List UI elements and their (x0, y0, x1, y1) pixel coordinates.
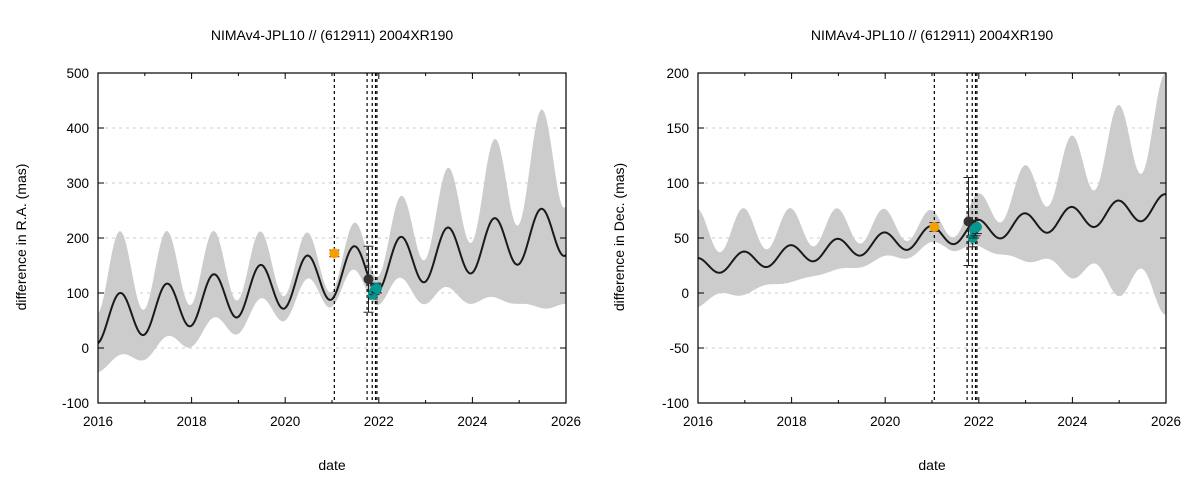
ra-x-axis-label: date (318, 457, 345, 473)
ra-data-point (371, 283, 382, 294)
ra-model-curve (98, 207, 566, 344)
ra-chart: NIMAv4-JPL10 // (612911) 2004XR190 date … (13, 27, 581, 473)
ra-uncertainty-band (98, 109, 566, 373)
ra-y-tick-label: 100 (66, 286, 89, 301)
dec-y-tick-label: 0 (681, 286, 689, 301)
dec-y-tick-label: 150 (666, 121, 689, 136)
dec-chart-title: NIMAv4-JPL10 // (612911) 2004XR190 (811, 27, 1054, 43)
ra-x-tick-label: 2026 (551, 414, 581, 429)
dec-y-tick-label: 200 (666, 66, 689, 81)
dec-data-point (963, 216, 974, 227)
ra-y-tick-label: 500 (66, 66, 89, 81)
dec-y-axis-label: difference in Dec. (mas) (611, 163, 627, 311)
ra-x-tick-label: 2016 (83, 414, 113, 429)
dec-y-tick-label: -100 (662, 396, 689, 411)
ra-y-tick-label: 0 (81, 341, 89, 356)
ra-y-tick-label: 200 (66, 231, 89, 246)
dec-x-axis-label: date (918, 457, 945, 473)
ra-data-point (363, 274, 374, 285)
dec-x-tick-label: 2016 (683, 414, 713, 429)
dec-x-tick-label: 2024 (1057, 414, 1088, 429)
ra-x-tick-label: 2020 (270, 414, 300, 429)
dec-data-point (971, 222, 982, 232)
dec-x-tick-label: 2026 (1151, 414, 1181, 429)
dec-y-tick-label: -50 (669, 341, 689, 356)
ra-data-point (329, 248, 340, 259)
ra-y-tick-label: 400 (66, 121, 89, 136)
dec-data-point (929, 222, 940, 232)
dec-y-tick-label: 50 (674, 231, 689, 246)
dec-x-tick-label: 2022 (964, 414, 994, 429)
ra-x-tick-label: 2018 (177, 414, 207, 429)
dec-x-tick-label: 2020 (870, 414, 900, 429)
dec-x-tick-label: 2018 (777, 414, 807, 429)
ra-y-axis-label: difference in R.A. (mas) (13, 164, 29, 311)
ra-x-tick-label: 2022 (364, 414, 394, 429)
ra-x-tick-label: 2024 (457, 414, 488, 429)
ra-y-tick-label: 300 (66, 176, 89, 191)
dec-chart: NIMAv4-JPL10 // (612911) 2004XR190 date … (611, 27, 1181, 473)
dec-uncertainty-band (698, 73, 1166, 315)
ra-y-tick-label: -100 (62, 396, 89, 411)
dec-y-tick-label: 100 (666, 176, 689, 191)
ra-chart-title: NIMAv4-JPL10 // (612911) 2004XR190 (211, 27, 454, 43)
